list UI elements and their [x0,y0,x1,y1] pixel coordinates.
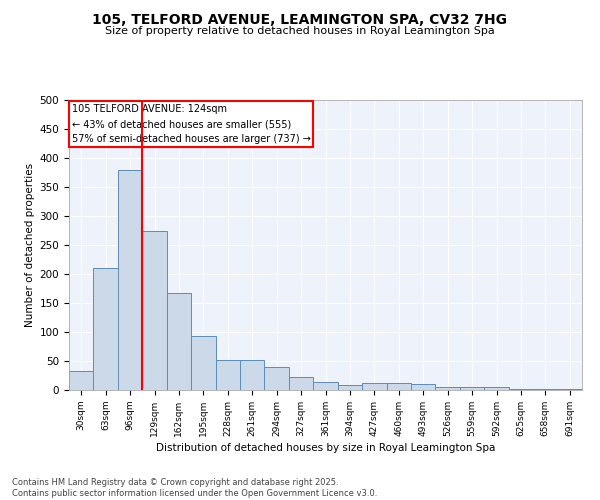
Text: Size of property relative to detached houses in Royal Leamington Spa: Size of property relative to detached ho… [105,26,495,36]
Bar [69,371,94,390]
Bar [142,230,167,390]
Bar [411,384,436,390]
Bar [240,360,265,390]
Bar [557,389,582,390]
Bar [94,268,118,390]
X-axis label: Distribution of detached houses by size in Royal Leamington Spa: Distribution of detached houses by size … [156,443,495,453]
Bar [118,170,142,390]
Bar [167,292,191,390]
Bar [484,386,509,390]
Bar [509,389,533,390]
Bar [191,336,215,390]
Bar [215,360,240,390]
Bar [436,387,460,390]
Text: Contains HM Land Registry data © Crown copyright and database right 2025.
Contai: Contains HM Land Registry data © Crown c… [12,478,377,498]
Y-axis label: Number of detached properties: Number of detached properties [25,163,35,327]
Bar [386,383,411,390]
Text: 105, TELFORD AVENUE, LEAMINGTON SPA, CV32 7HG: 105, TELFORD AVENUE, LEAMINGTON SPA, CV3… [92,12,508,26]
Text: 105 TELFORD AVENUE: 124sqm
← 43% of detached houses are smaller (555)
57% of sem: 105 TELFORD AVENUE: 124sqm ← 43% of deta… [71,104,310,144]
Bar [289,377,313,390]
Bar [265,367,289,390]
Bar [362,383,386,390]
Bar [460,387,484,390]
Bar [313,382,338,390]
Bar [338,386,362,390]
Bar [533,389,557,390]
